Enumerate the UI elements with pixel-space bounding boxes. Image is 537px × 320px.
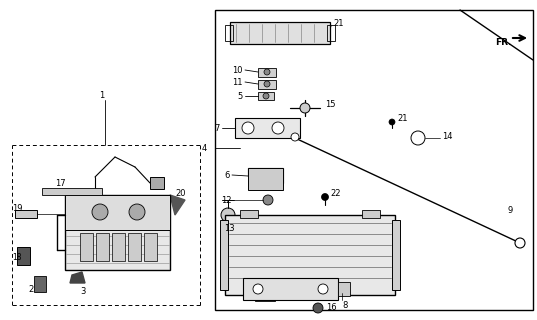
Text: 12: 12: [221, 196, 232, 204]
Bar: [258, 92, 274, 100]
Circle shape: [411, 131, 425, 145]
Bar: [80, 233, 93, 261]
Bar: [128, 233, 141, 261]
Bar: [258, 68, 276, 77]
Text: 21: 21: [333, 19, 344, 28]
Circle shape: [318, 284, 328, 294]
Bar: [112, 233, 125, 261]
Circle shape: [300, 103, 310, 113]
Bar: [65, 195, 170, 270]
Text: 1: 1: [99, 91, 105, 100]
Text: 7: 7: [215, 124, 220, 132]
Text: 10: 10: [233, 66, 243, 75]
Bar: [327, 25, 335, 41]
Bar: [65, 195, 170, 230]
Circle shape: [313, 303, 323, 313]
Circle shape: [515, 238, 525, 248]
Bar: [225, 25, 233, 41]
Bar: [392, 220, 400, 290]
Text: 2: 2: [28, 285, 33, 294]
Bar: [338, 282, 350, 296]
Circle shape: [264, 69, 270, 75]
Bar: [215, 10, 533, 310]
Text: 19: 19: [12, 204, 23, 212]
Bar: [17, 247, 30, 265]
Circle shape: [263, 195, 273, 205]
Bar: [225, 215, 395, 295]
Bar: [96, 233, 109, 261]
Text: 18: 18: [12, 253, 21, 262]
Bar: [248, 168, 283, 190]
Text: 17: 17: [55, 179, 66, 188]
Text: 22: 22: [330, 188, 340, 197]
Text: 21: 21: [397, 114, 408, 123]
Polygon shape: [70, 272, 85, 283]
Bar: [240, 210, 258, 218]
Bar: [220, 220, 228, 290]
Bar: [243, 278, 338, 300]
Bar: [362, 210, 380, 218]
Bar: [230, 22, 330, 44]
Circle shape: [221, 208, 235, 222]
Text: 5: 5: [238, 92, 243, 100]
Circle shape: [92, 204, 108, 220]
Text: 3: 3: [80, 287, 85, 297]
Circle shape: [242, 122, 254, 134]
Text: 11: 11: [233, 77, 243, 86]
Circle shape: [129, 204, 145, 220]
Bar: [34, 276, 46, 292]
Text: 8: 8: [342, 300, 347, 309]
Circle shape: [322, 194, 329, 201]
Circle shape: [253, 284, 263, 294]
Polygon shape: [170, 195, 185, 215]
Text: FR.: FR.: [495, 37, 512, 46]
Bar: [42, 188, 102, 195]
Text: 13: 13: [224, 223, 235, 233]
Circle shape: [272, 122, 284, 134]
Bar: [150, 177, 164, 189]
Text: 20: 20: [175, 188, 185, 197]
Circle shape: [389, 119, 395, 125]
Circle shape: [325, 23, 331, 29]
Bar: [258, 80, 276, 89]
Bar: [15, 210, 37, 218]
Text: 4: 4: [202, 143, 207, 153]
Circle shape: [264, 81, 270, 87]
Text: 16: 16: [326, 303, 337, 313]
Circle shape: [263, 93, 269, 99]
Text: 9: 9: [508, 205, 513, 214]
Text: 14: 14: [442, 132, 453, 140]
Polygon shape: [248, 168, 283, 183]
Circle shape: [291, 133, 299, 141]
Text: 15: 15: [325, 100, 336, 108]
Text: 6: 6: [224, 171, 230, 180]
Bar: [235, 118, 300, 138]
Bar: [255, 293, 275, 301]
Bar: [144, 233, 157, 261]
